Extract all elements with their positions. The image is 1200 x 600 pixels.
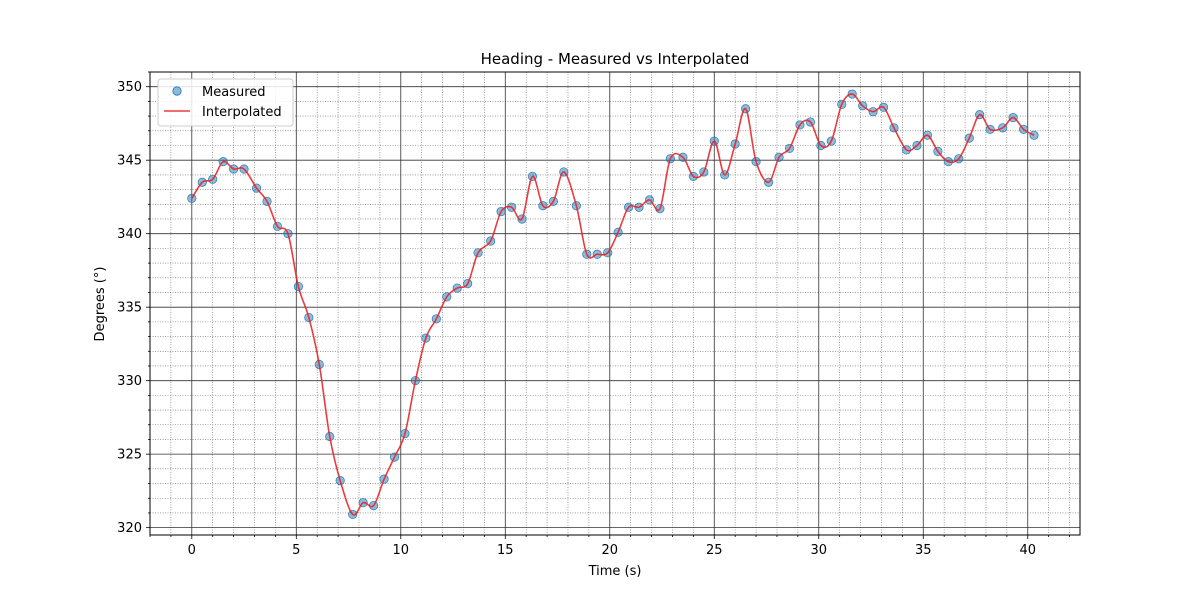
legend-marker-measured xyxy=(172,86,182,96)
y-tick-label: 335 xyxy=(117,301,142,316)
x-tick-label: 30 xyxy=(810,543,827,558)
x-tick-label: 20 xyxy=(602,543,619,558)
y-tick-label: 350 xyxy=(117,80,142,95)
plot-frame xyxy=(149,71,1081,536)
ticks-group: 0 5 10 15 20 25 30 35 40 320 325 330 335 340 345 350 xyxy=(117,71,1070,558)
x-tick-label: 5 xyxy=(292,543,300,558)
legend-label-measured: Measured xyxy=(202,85,266,100)
y-tick-label: 320 xyxy=(117,521,142,536)
y-tick-label: 330 xyxy=(117,374,142,389)
y-axis-label: Degrees (°) xyxy=(93,267,108,342)
x-tick-label: 0 xyxy=(188,543,196,558)
grid-group xyxy=(149,71,1080,535)
legend: Measured Interpolated xyxy=(157,78,294,127)
interpolated-line xyxy=(191,93,1035,516)
legend-label-interpolated: Interpolated xyxy=(202,105,282,120)
x-tick-label: 35 xyxy=(915,543,932,558)
x-axis-label: Time (s) xyxy=(588,564,642,579)
y-tick-label: 325 xyxy=(117,448,142,463)
x-tick-label: 40 xyxy=(1019,543,1036,558)
legend-box xyxy=(157,78,294,127)
x-tick-label: 10 xyxy=(393,543,410,558)
y-tick-label: 345 xyxy=(117,154,142,169)
y-tick-label: 340 xyxy=(117,227,142,242)
measured-point xyxy=(1029,130,1039,140)
x-tick-label: 25 xyxy=(706,543,723,558)
x-tick-label: 15 xyxy=(497,543,514,558)
chart-title: Heading - Measured vs Interpolated xyxy=(481,50,750,68)
